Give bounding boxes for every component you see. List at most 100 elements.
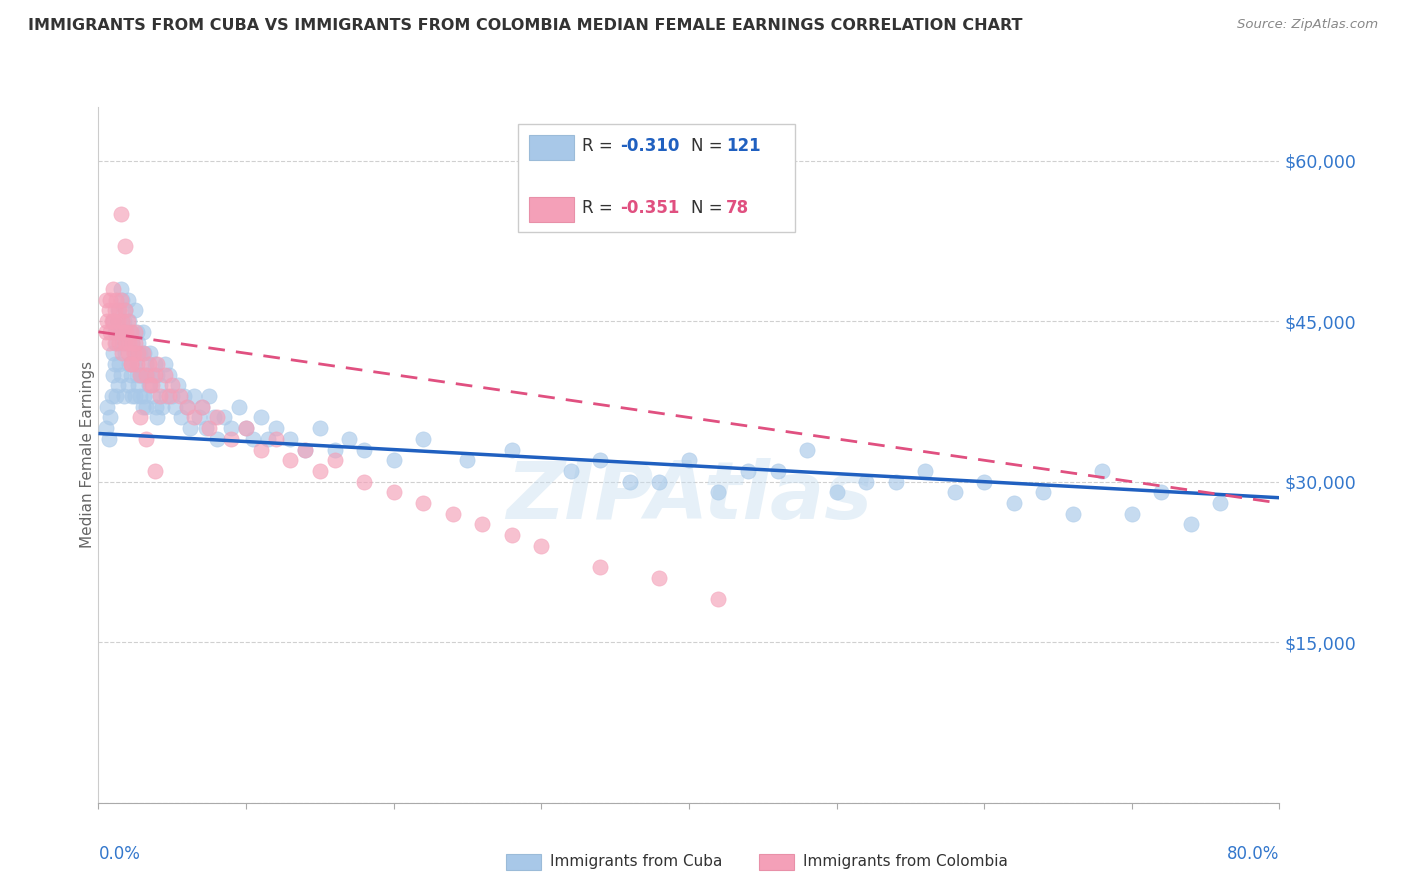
Point xyxy=(120,368,142,382)
Point xyxy=(382,453,405,467)
Point xyxy=(124,335,146,350)
Point xyxy=(117,293,139,307)
Point xyxy=(943,485,966,500)
Point xyxy=(111,293,134,307)
Point xyxy=(121,335,143,350)
Point xyxy=(353,475,375,489)
Point xyxy=(309,464,332,478)
Point xyxy=(122,357,145,371)
Point xyxy=(589,453,612,467)
Point xyxy=(124,303,146,318)
Point xyxy=(766,464,789,478)
Point xyxy=(110,368,132,382)
Point xyxy=(96,400,118,414)
Text: R =: R = xyxy=(582,199,619,217)
Point xyxy=(530,539,553,553)
Point xyxy=(195,421,218,435)
Point xyxy=(108,357,131,371)
Point xyxy=(139,378,162,392)
Point xyxy=(127,335,149,350)
Point xyxy=(205,432,228,446)
Point xyxy=(110,282,132,296)
Point xyxy=(1180,517,1202,532)
Point xyxy=(219,421,242,435)
Point xyxy=(138,357,160,371)
Point xyxy=(153,357,176,371)
Point xyxy=(143,368,166,382)
Text: 78: 78 xyxy=(725,199,749,217)
Point xyxy=(112,314,135,328)
Point xyxy=(294,442,316,457)
Point xyxy=(124,389,146,403)
Point xyxy=(323,442,346,457)
Text: 80.0%: 80.0% xyxy=(1227,845,1279,863)
Point xyxy=(105,389,128,403)
Point xyxy=(471,517,494,532)
Point xyxy=(155,389,177,403)
Point xyxy=(146,410,169,425)
Point xyxy=(173,389,195,403)
Point xyxy=(111,314,134,328)
Point xyxy=(183,410,205,425)
Point xyxy=(412,496,434,510)
Point xyxy=(124,325,146,339)
Point xyxy=(143,464,166,478)
Point xyxy=(191,400,214,414)
Point xyxy=(110,325,132,339)
Point xyxy=(103,368,125,382)
Point xyxy=(501,442,523,457)
Point xyxy=(150,400,173,414)
Point xyxy=(98,410,121,425)
Point xyxy=(120,357,142,371)
Point xyxy=(737,464,759,478)
Point xyxy=(97,303,120,318)
Point xyxy=(122,346,145,360)
Point xyxy=(128,410,150,425)
Point xyxy=(205,410,228,425)
Point xyxy=(136,368,159,382)
Point xyxy=(149,378,172,392)
Point xyxy=(105,325,128,339)
Point xyxy=(112,325,135,339)
Point xyxy=(100,314,122,328)
Text: 0.0%: 0.0% xyxy=(98,845,141,863)
Point xyxy=(120,325,142,339)
Point xyxy=(115,325,138,339)
Point xyxy=(134,389,156,403)
Point xyxy=(135,432,157,446)
Text: R =: R = xyxy=(582,137,619,155)
Point xyxy=(117,378,139,392)
Point xyxy=(250,410,273,425)
Point xyxy=(103,346,125,360)
Point xyxy=(117,314,139,328)
Point xyxy=(165,400,187,414)
Point xyxy=(142,389,165,403)
Point xyxy=(382,485,405,500)
Point xyxy=(167,378,190,392)
Point xyxy=(250,442,273,457)
Point xyxy=(127,346,149,360)
Point xyxy=(141,378,163,392)
Point xyxy=(264,421,287,435)
Text: Source: ZipAtlas.com: Source: ZipAtlas.com xyxy=(1237,18,1378,31)
Point xyxy=(219,432,242,446)
Point xyxy=(97,432,120,446)
Point xyxy=(198,389,221,403)
Point xyxy=(103,282,125,296)
Point xyxy=(707,592,730,607)
Point xyxy=(202,410,225,425)
Point xyxy=(257,432,280,446)
Point xyxy=(825,485,848,500)
Point xyxy=(678,453,700,467)
Point xyxy=(118,357,141,371)
Point xyxy=(121,335,143,350)
Point xyxy=(501,528,523,542)
Text: ZIPAtlas: ZIPAtlas xyxy=(506,458,872,536)
Point xyxy=(128,346,150,360)
Point xyxy=(124,346,146,360)
Point xyxy=(94,293,117,307)
Point xyxy=(157,389,180,403)
Point xyxy=(128,368,150,382)
Point xyxy=(187,410,209,425)
Point xyxy=(179,421,201,435)
